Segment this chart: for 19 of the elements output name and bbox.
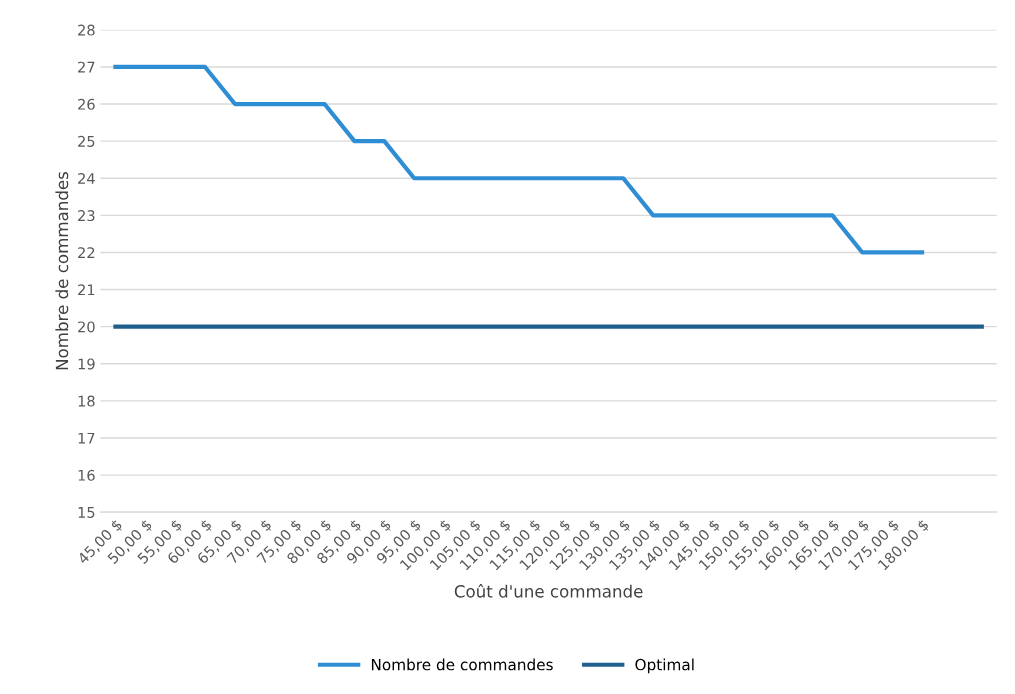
y-tick-label: 19 xyxy=(78,358,95,370)
y-tick-label: 22 xyxy=(78,247,95,258)
y-tick-label: 17 xyxy=(78,432,95,444)
y-tick-label: 15 xyxy=(78,507,95,518)
y-tick-label: 23 xyxy=(78,210,95,222)
y-tick-label: 26 xyxy=(78,98,95,110)
y-axis-title: Nombre de commandes xyxy=(55,171,69,370)
line-series xyxy=(113,64,925,255)
y-tick-label: 24 xyxy=(78,172,95,184)
y-tick-label: 18 xyxy=(78,395,95,407)
x-axis-title: Coût d'une commande xyxy=(454,584,643,598)
legend-label: Optimal xyxy=(635,658,694,674)
y-tick-label: 28 xyxy=(78,24,95,36)
y-tick-label: 20 xyxy=(78,321,95,333)
y-tick-label: 21 xyxy=(78,284,95,296)
y-tick-label: 25 xyxy=(78,135,95,147)
legend-label: Nombre de commandes xyxy=(371,658,553,671)
y-tick-label: 16 xyxy=(78,469,95,481)
y-tick-label: 27 xyxy=(78,61,95,73)
